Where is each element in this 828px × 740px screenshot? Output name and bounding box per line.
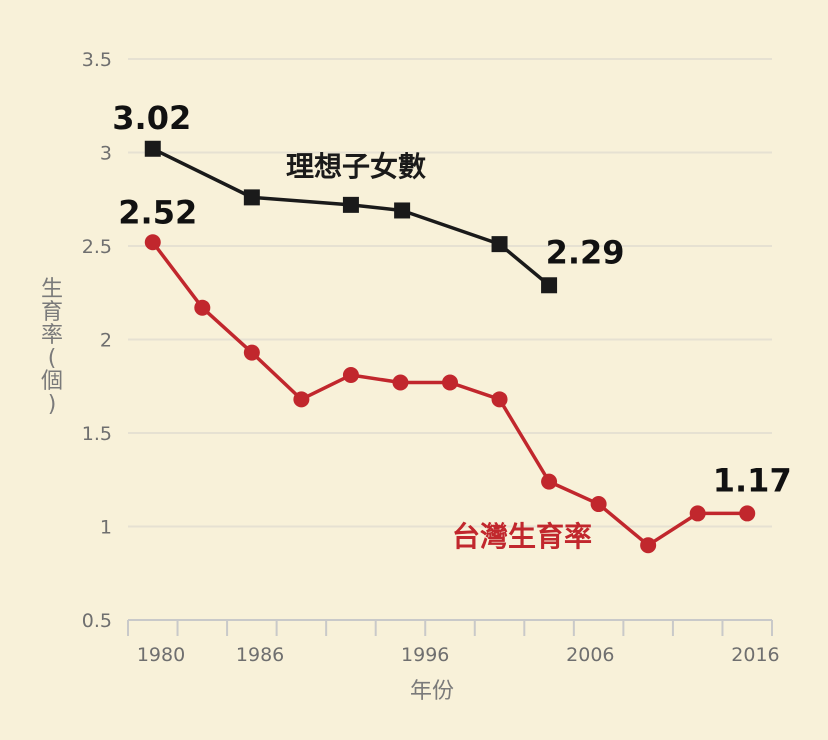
series-tfr [144, 234, 756, 554]
x-tick-label: 1980 [137, 644, 185, 666]
series-line-tfr [151, 241, 748, 547]
data-point-square [243, 189, 260, 206]
data-point-square [541, 277, 558, 294]
data-point-circle [541, 473, 558, 490]
y-tick-label: 1.5 [82, 423, 112, 445]
x-tick-label: 2006 [566, 644, 614, 666]
data-point-square [394, 202, 411, 219]
series-line-ideal [151, 147, 551, 287]
series-ideal [144, 140, 558, 294]
data-point-circle [640, 537, 657, 554]
series-label-tfr: 台灣生育率 [452, 520, 592, 553]
y-tick-label: 3 [100, 143, 112, 165]
x-tick-label: 1996 [401, 644, 449, 666]
x-tick-label: 1986 [236, 644, 284, 666]
value-label-tfr: 1.17 [713, 461, 792, 499]
y-axis-title-char: ( [48, 346, 57, 371]
series-layer [144, 140, 756, 554]
x-axis-title: 年份 [410, 679, 454, 704]
data-point-circle [194, 299, 211, 316]
series-label-ideal: 理想子女數 [286, 150, 426, 183]
grid-lines [128, 58, 772, 528]
y-tick-label: 2 [100, 330, 112, 352]
data-point-circle [293, 391, 310, 408]
data-point-circle [392, 374, 409, 391]
y-axis-title: 生育率(個) [41, 277, 63, 417]
y-axis-title-char: 育 [41, 300, 63, 325]
data-point-square [342, 196, 359, 213]
data-point-circle [739, 505, 756, 522]
y-axis-title-char: 率 [41, 323, 63, 348]
data-point-circle [590, 496, 607, 513]
data-point-circle [689, 505, 706, 522]
x-axis: 1980 1986 1996 2006 2016 [127, 619, 780, 666]
y-axis-title-char: 個 [41, 369, 63, 394]
value-labels: 3.02 2.29 2.52 1.17 [112, 99, 791, 500]
x-tick-label: 2016 [731, 644, 779, 666]
data-point-circle [491, 391, 508, 408]
y-tick-label: 1 [100, 517, 112, 539]
data-point-circle [442, 374, 458, 391]
data-point-circle [243, 344, 260, 361]
y-axis-title-char: 生 [41, 277, 63, 302]
y-tick-label: 3.5 [82, 49, 112, 71]
data-point-square [491, 236, 508, 253]
value-label-ideal: 3.02 [112, 99, 191, 137]
y-axis-ticks: 3.5 3 2.5 2 1.5 1 0.5 [82, 49, 112, 632]
y-tick-label: 0.5 [82, 610, 112, 632]
y-axis-title-char: ) [48, 392, 57, 417]
data-point-circle [342, 367, 359, 384]
y-tick-label: 2.5 [82, 236, 112, 258]
value-label-tfr: 2.52 [118, 193, 197, 231]
data-point-circle [144, 234, 161, 251]
value-label-ideal: 2.29 [546, 233, 625, 271]
data-point-square [144, 140, 161, 157]
